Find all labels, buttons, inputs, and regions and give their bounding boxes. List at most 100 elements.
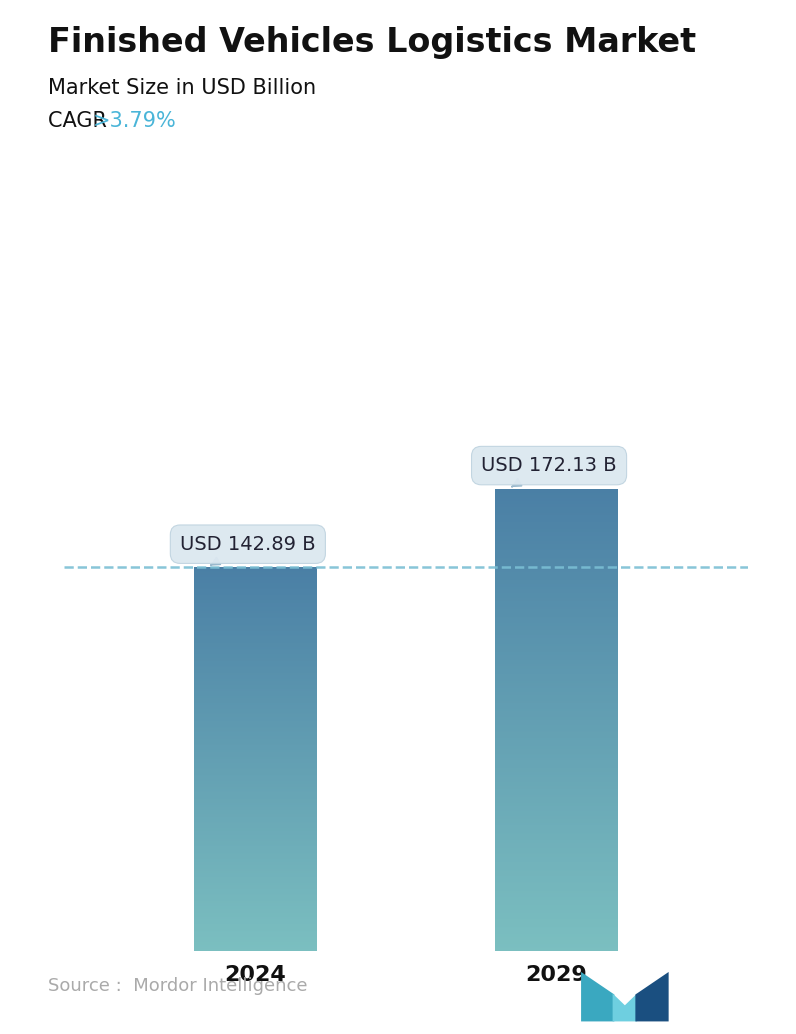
Bar: [495, 785, 618, 786]
Bar: [495, 590, 618, 591]
Bar: [193, 749, 317, 751]
Bar: [193, 626, 317, 628]
Bar: [193, 574, 317, 575]
Bar: [193, 586, 317, 587]
Bar: [495, 600, 618, 601]
Bar: [193, 833, 317, 834]
Bar: [495, 876, 618, 877]
Bar: [193, 717, 317, 719]
Bar: [193, 918, 317, 919]
Bar: [193, 931, 317, 932]
Bar: [193, 831, 317, 832]
Bar: [495, 916, 618, 917]
Bar: [495, 922, 618, 923]
Bar: [495, 935, 618, 936]
Bar: [193, 616, 317, 617]
Bar: [495, 652, 618, 653]
Bar: [495, 534, 618, 535]
Bar: [495, 769, 618, 770]
Bar: [193, 675, 317, 676]
Bar: [193, 861, 317, 863]
Bar: [193, 759, 317, 760]
Bar: [495, 644, 618, 646]
Bar: [495, 509, 618, 510]
Bar: [495, 767, 618, 769]
Bar: [193, 731, 317, 732]
Bar: [495, 581, 618, 582]
Bar: [495, 791, 618, 792]
Bar: [193, 826, 317, 827]
Bar: [193, 690, 317, 692]
Bar: [193, 598, 317, 599]
Bar: [495, 845, 618, 847]
Bar: [193, 607, 317, 608]
Bar: [193, 572, 317, 574]
Bar: [193, 810, 317, 811]
Bar: [193, 740, 317, 741]
Bar: [193, 757, 317, 758]
Bar: [193, 804, 317, 805]
Bar: [495, 741, 618, 743]
Bar: [495, 689, 618, 691]
Bar: [193, 765, 317, 767]
Bar: [193, 912, 317, 913]
Bar: [193, 643, 317, 644]
Bar: [495, 831, 618, 832]
Bar: [495, 524, 618, 525]
Bar: [193, 776, 317, 778]
Bar: [495, 643, 618, 644]
Bar: [495, 729, 618, 731]
Bar: [495, 692, 618, 694]
Bar: [495, 670, 618, 672]
Bar: [193, 816, 317, 817]
Bar: [193, 858, 317, 859]
Bar: [193, 848, 317, 849]
Bar: [495, 789, 618, 791]
Bar: [495, 672, 618, 673]
Bar: [193, 846, 317, 848]
Bar: [193, 834, 317, 837]
Bar: [193, 774, 317, 776]
Bar: [495, 559, 618, 561]
Bar: [495, 904, 618, 905]
Bar: [495, 659, 618, 660]
Bar: [495, 521, 618, 522]
Bar: [193, 926, 317, 929]
Bar: [193, 635, 317, 636]
Bar: [193, 625, 317, 626]
Bar: [495, 882, 618, 883]
Bar: [193, 608, 317, 609]
Bar: [193, 887, 317, 888]
Bar: [193, 649, 317, 650]
Bar: [193, 628, 317, 629]
Bar: [495, 723, 618, 725]
Bar: [193, 799, 317, 800]
Bar: [495, 700, 618, 701]
Bar: [193, 591, 317, 592]
Bar: [193, 908, 317, 909]
Bar: [495, 766, 618, 767]
Bar: [495, 819, 618, 820]
Bar: [495, 814, 618, 816]
Text: Market Size in USD Billion: Market Size in USD Billion: [48, 78, 316, 97]
Bar: [193, 735, 317, 736]
Bar: [193, 724, 317, 725]
Bar: [495, 666, 618, 668]
Bar: [193, 710, 317, 711]
Bar: [193, 581, 317, 582]
Bar: [193, 888, 317, 890]
Bar: [495, 597, 618, 598]
Bar: [495, 513, 618, 515]
Bar: [193, 802, 317, 804]
Bar: [193, 579, 317, 580]
Bar: [495, 817, 618, 819]
Bar: [495, 571, 618, 572]
Bar: [495, 575, 618, 576]
Bar: [495, 764, 618, 766]
Bar: [193, 667, 317, 668]
Bar: [495, 544, 618, 546]
Bar: [193, 584, 317, 585]
Bar: [495, 547, 618, 549]
Bar: [193, 872, 317, 873]
Bar: [193, 742, 317, 743]
